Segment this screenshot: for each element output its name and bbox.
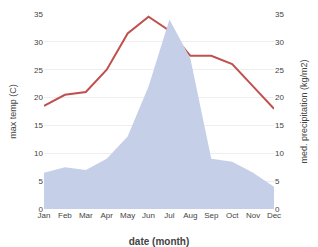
svg-text:May: May — [120, 211, 135, 220]
svg-text:5: 5 — [275, 177, 280, 186]
svg-text:Oct: Oct — [226, 211, 239, 220]
svg-text:Jan: Jan — [38, 211, 51, 220]
svg-text:Sep: Sep — [204, 211, 219, 220]
svg-text:Jul: Jul — [164, 211, 174, 220]
svg-text:Feb: Feb — [58, 211, 72, 220]
svg-text:20: 20 — [275, 93, 284, 102]
svg-text:20: 20 — [34, 93, 43, 102]
svg-text:Nov: Nov — [246, 211, 260, 220]
svg-text:Jun: Jun — [142, 211, 155, 220]
svg-text:Mar: Mar — [79, 211, 93, 220]
svg-text:10: 10 — [34, 149, 43, 158]
svg-text:10: 10 — [275, 149, 284, 158]
svg-text:35: 35 — [34, 10, 43, 19]
svg-text:Dec: Dec — [267, 211, 281, 220]
svg-text:15: 15 — [34, 121, 43, 130]
svg-text:0: 0 — [275, 205, 280, 214]
svg-text:30: 30 — [275, 38, 284, 47]
svg-text:Apr: Apr — [101, 211, 114, 220]
svg-text:25: 25 — [34, 66, 43, 75]
svg-text:25: 25 — [275, 66, 284, 75]
svg-text:0: 0 — [39, 205, 44, 214]
svg-text:date (month): date (month) — [129, 236, 190, 247]
svg-text:35: 35 — [275, 10, 284, 19]
svg-text:30: 30 — [34, 38, 43, 47]
svg-text:15: 15 — [275, 121, 284, 130]
svg-text:max temp (C): max temp (C) — [8, 84, 18, 139]
svg-text:Aug: Aug — [183, 211, 197, 220]
svg-text:5: 5 — [39, 177, 44, 186]
svg-text:med. precipitation (kg/m2): med. precipitation (kg/m2) — [299, 59, 309, 163]
